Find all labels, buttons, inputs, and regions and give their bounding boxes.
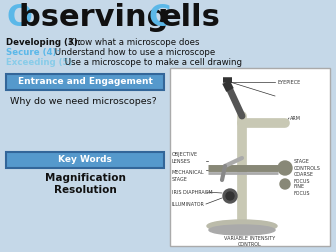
Text: IRIS DIAPHRAGM: IRIS DIAPHRAGM	[172, 190, 213, 195]
Circle shape	[223, 189, 237, 203]
Ellipse shape	[207, 220, 277, 232]
Text: Entrance and Engagement: Entrance and Engagement	[17, 78, 153, 86]
Text: MECHANICAL
STAGE: MECHANICAL STAGE	[172, 170, 205, 182]
Text: bserving: bserving	[19, 3, 179, 32]
Text: Developing (3):: Developing (3):	[6, 38, 81, 47]
Text: Use a microscope to make a cell drawing: Use a microscope to make a cell drawing	[62, 58, 242, 67]
Text: STAGE
CONTROLS: STAGE CONTROLS	[294, 160, 321, 171]
Text: COARSE
FOCUS: COARSE FOCUS	[294, 172, 314, 184]
FancyBboxPatch shape	[170, 68, 330, 246]
Circle shape	[226, 192, 234, 200]
Text: Exceeding (5):: Exceeding (5):	[6, 58, 76, 67]
Text: EYEPIECE: EYEPIECE	[277, 79, 300, 84]
Text: Magnification: Magnification	[45, 173, 125, 183]
Text: Resolution: Resolution	[54, 185, 116, 195]
Text: OBJECTIVE
LENSES: OBJECTIVE LENSES	[172, 152, 198, 164]
Text: Key Words: Key Words	[58, 155, 112, 165]
Text: Know what a microscope does: Know what a microscope does	[66, 38, 200, 47]
Circle shape	[280, 179, 290, 189]
Text: ARM: ARM	[290, 115, 301, 120]
Text: VARIABLE INTENSITY
CONTROL: VARIABLE INTENSITY CONTROL	[224, 236, 276, 247]
Ellipse shape	[209, 225, 275, 235]
Text: FINE
FOCUS: FINE FOCUS	[294, 184, 310, 196]
FancyBboxPatch shape	[6, 152, 164, 168]
FancyBboxPatch shape	[6, 74, 164, 90]
Circle shape	[278, 161, 292, 175]
Text: O: O	[6, 3, 32, 32]
Text: ILLUMINATOR: ILLUMINATOR	[172, 202, 205, 206]
Text: Understand how to use a microscope: Understand how to use a microscope	[52, 48, 215, 57]
Text: ells: ells	[161, 3, 221, 32]
Text: Why do we need microscopes?: Why do we need microscopes?	[10, 97, 157, 106]
Text: Secure (4):: Secure (4):	[6, 48, 60, 57]
Text: C: C	[148, 3, 170, 32]
